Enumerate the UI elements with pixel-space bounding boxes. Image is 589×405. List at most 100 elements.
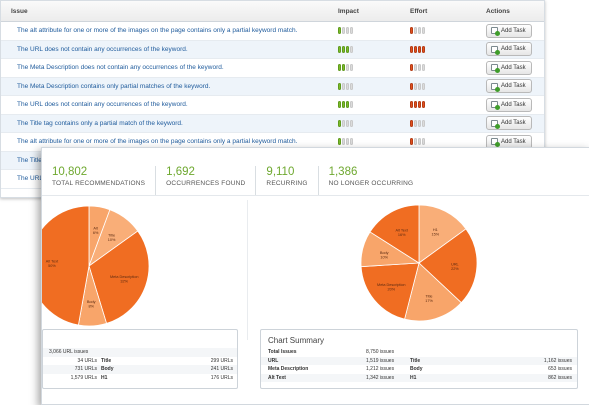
effort-bar bbox=[414, 64, 417, 72]
issue-link[interactable]: The URL does not contain any occurrences… bbox=[17, 45, 188, 53]
impact-bar bbox=[338, 119, 341, 127]
impact-bar bbox=[342, 138, 345, 146]
effort-bar bbox=[414, 101, 417, 109]
issue-column-header[interactable]: Issue bbox=[11, 7, 28, 15]
impact-bar bbox=[346, 45, 349, 53]
summary-count: 1,579 URLs bbox=[70, 374, 97, 381]
pie-slice[interactable] bbox=[418, 228, 478, 304]
actions-cell: Add Task bbox=[486, 23, 544, 38]
slice-label: URL bbox=[451, 262, 459, 266]
impact-bar bbox=[350, 138, 353, 146]
effort-bar bbox=[418, 138, 421, 146]
summary-value: 8,750 issues bbox=[366, 349, 395, 356]
summary-label-secondary: H1 bbox=[410, 374, 417, 381]
slice-percent-label: 22% bbox=[451, 267, 459, 271]
impact-column-header[interactable]: Impact bbox=[338, 7, 359, 15]
add-task-button[interactable]: Add Task bbox=[486, 23, 532, 38]
table-row: The alt attribute for one or more of the… bbox=[1, 22, 544, 41]
stat-no-longer-occurring: 1,386 NO LONGER OCCURRING bbox=[317, 166, 424, 196]
slice-percent-label: 20% bbox=[387, 287, 395, 291]
effort-bar bbox=[422, 64, 425, 72]
add-task-button[interactable]: Add Task bbox=[486, 79, 532, 94]
pie-slice[interactable] bbox=[41, 205, 90, 326]
impact-bar bbox=[338, 82, 341, 90]
pie-slice[interactable] bbox=[360, 262, 420, 320]
impact-bar bbox=[350, 27, 353, 35]
effort-column-header[interactable]: Effort bbox=[410, 7, 428, 15]
effort-meter bbox=[410, 119, 486, 127]
summary-label: Meta Description bbox=[268, 366, 309, 373]
summary-value: 1,342 issues bbox=[366, 374, 395, 381]
stat-value: 1,692 bbox=[166, 166, 195, 178]
stat-label: TOTAL RECOMMENDATIONS bbox=[52, 180, 146, 187]
slice-label: Body bbox=[380, 251, 389, 255]
effort-meter bbox=[410, 45, 486, 53]
stat-value: 9,110 bbox=[266, 166, 295, 178]
pie-slice[interactable] bbox=[404, 262, 462, 322]
effort-bar bbox=[418, 101, 421, 109]
actions-cell: Add Task bbox=[486, 60, 544, 75]
table-row: The Meta Description contains only parti… bbox=[1, 77, 544, 96]
impact-bar bbox=[350, 101, 353, 109]
pie-slice[interactable] bbox=[88, 230, 150, 324]
add-task-button[interactable]: Add Task bbox=[486, 97, 532, 112]
issue-link[interactable]: The Title bbox=[17, 156, 42, 164]
slice-label: Alt Text bbox=[395, 228, 408, 232]
pie-slice[interactable] bbox=[369, 204, 420, 264]
impact-bar bbox=[342, 45, 345, 53]
issue-link[interactable]: The URL does not contain any occurrences… bbox=[17, 101, 188, 109]
effort-bar bbox=[410, 101, 413, 109]
effort-meter bbox=[410, 64, 486, 72]
issue-link[interactable]: The Meta Description does not contain an… bbox=[17, 64, 224, 72]
impact-bar bbox=[338, 27, 341, 35]
effort-bar bbox=[410, 138, 413, 146]
add-task-button[interactable]: Add Task bbox=[486, 116, 532, 131]
impact-bar bbox=[350, 45, 353, 53]
summary-label: Alt Text bbox=[268, 374, 286, 381]
stat-value: 10,802 bbox=[52, 166, 88, 178]
issue-link[interactable]: The alt attribute for one or more of the… bbox=[17, 27, 298, 35]
effort-bar bbox=[422, 138, 425, 146]
effort-bar bbox=[418, 119, 421, 127]
slice-label: Alt bbox=[93, 226, 98, 230]
effort-bar bbox=[410, 27, 413, 35]
impact-meter bbox=[338, 45, 410, 53]
add-task-label: Add Task bbox=[501, 101, 526, 108]
impact-bar bbox=[342, 119, 345, 127]
summary-value: 299 URLs bbox=[210, 357, 233, 364]
impact-bar bbox=[338, 45, 341, 53]
effort-bar bbox=[418, 45, 421, 53]
stat-label: RECURRING bbox=[266, 180, 308, 187]
stat-label: OCCURRENCES FOUND bbox=[166, 180, 246, 187]
effort-bar bbox=[414, 119, 417, 127]
panel-separator bbox=[247, 200, 248, 340]
impact-bar bbox=[338, 64, 341, 72]
add-task-icon bbox=[491, 82, 500, 92]
summary-label: Total Issues bbox=[268, 349, 297, 356]
impact-bar bbox=[342, 82, 345, 90]
chart-summary-rows: Total Issues 8,750 issues URL 1,519 issues T… bbox=[261, 348, 577, 382]
slice-percent-label: 6% bbox=[93, 231, 99, 235]
summary-row: 731 URLs Body 241 URLs bbox=[43, 365, 237, 374]
effort-meter bbox=[410, 101, 486, 109]
impact-bar bbox=[346, 82, 349, 90]
issue-link[interactable]: The Title tag contains only a partial ma… bbox=[17, 119, 183, 127]
add-task-label: Add Task bbox=[501, 83, 526, 90]
effort-bar bbox=[414, 138, 417, 146]
impact-bar bbox=[346, 64, 349, 72]
summary-value: 1,519 issues bbox=[366, 357, 395, 364]
effort-bar bbox=[422, 27, 425, 35]
effort-bar bbox=[410, 119, 413, 127]
issue-link[interactable]: The alt attribute for one or more of the… bbox=[17, 138, 298, 146]
impact-meter bbox=[338, 27, 410, 35]
actions-column-header: Actions bbox=[486, 7, 510, 15]
effort-bar bbox=[422, 101, 425, 109]
add-task-button[interactable]: Add Task bbox=[486, 60, 532, 75]
effort-meter bbox=[410, 27, 486, 35]
add-task-button[interactable]: Add Task bbox=[486, 42, 532, 57]
issue-link[interactable]: The Meta Description contains only parti… bbox=[17, 82, 211, 90]
issue-link[interactable]: The URL bbox=[17, 175, 44, 183]
actions-cell: Add Task bbox=[486, 79, 544, 94]
pie-slice[interactable] bbox=[418, 204, 467, 264]
